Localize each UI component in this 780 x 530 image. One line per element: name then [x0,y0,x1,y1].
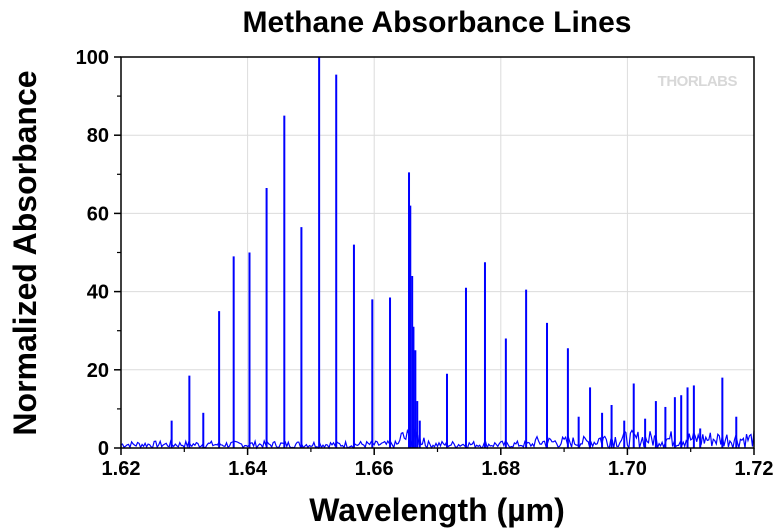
y-tick-label: 20 [87,360,109,382]
y-tick-label: 0 [98,438,109,460]
x-tick-label: 1.64 [228,458,268,480]
x-tick-label: 1.70 [608,458,647,480]
x-tick-label: 1.72 [735,458,774,480]
plot-frame [120,56,755,449]
x-tick-label: 1.66 [355,458,394,480]
x-tick-label: 1.62 [102,458,141,480]
x-tick-label: 1.68 [481,458,520,480]
absorbance-peaks [170,57,738,448]
grid-lines [121,57,754,448]
x-axis-label: Wavelength (µm) [309,492,564,528]
chart-title: Methane Absorbance Lines [243,6,632,39]
y-tick-label: 60 [87,203,109,225]
y-tick-label: 80 [87,125,109,147]
noise-trace [120,428,755,450]
y-axis-label: Normalized Absorbance [7,70,43,435]
y-tick-label: 40 [87,282,109,304]
thorlabs-watermark: THORLABS [658,73,738,90]
y-tick-label: 100 [76,47,109,69]
baseline-noise [120,428,755,450]
axis-ticks: 1.62 1.64 1.66 1.68 1.70 1.72 0 20 40 60 80 100 [76,47,774,480]
